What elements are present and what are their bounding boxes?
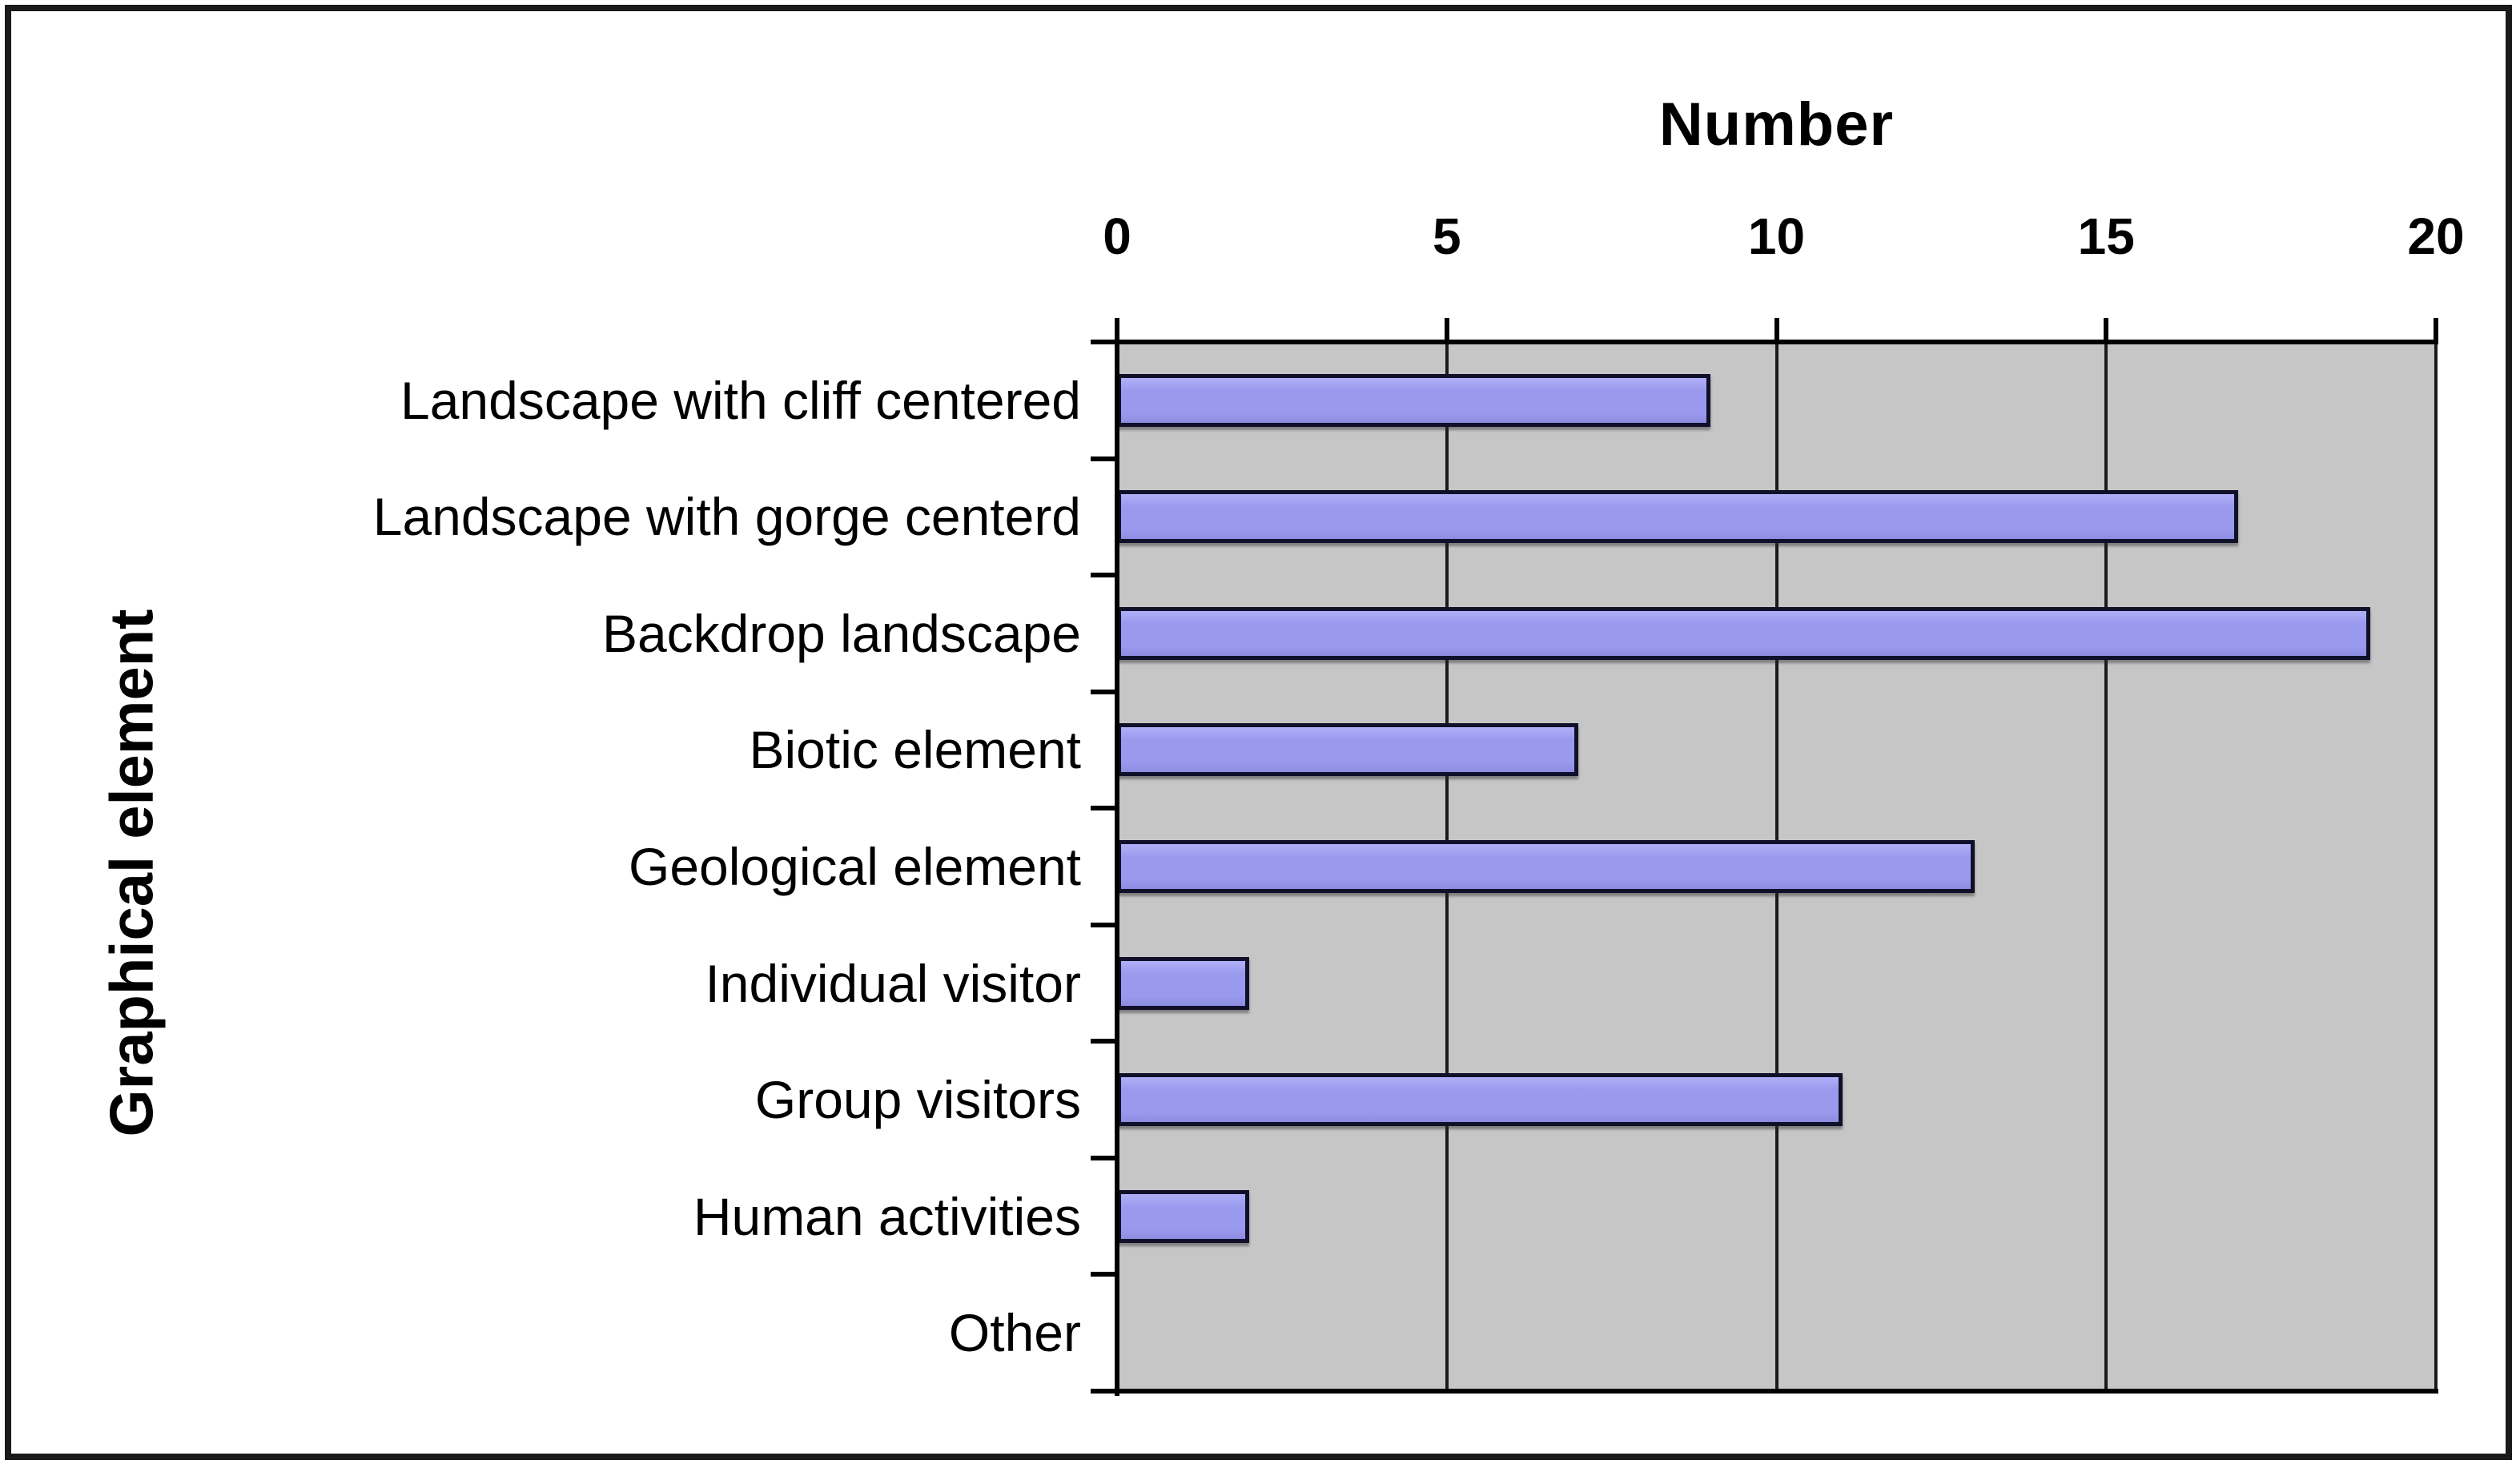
x-tick-mark (2434, 318, 2438, 342)
y-tick-mark (1091, 806, 1117, 811)
category-label: Biotic element (749, 720, 1081, 780)
bar (1117, 1073, 1843, 1127)
y-axis-line (1115, 318, 1119, 1396)
category-label: Individual visitor (705, 953, 1081, 1013)
x-tick-label: 20 (2407, 207, 2465, 265)
y-tick-mark (1091, 689, 1117, 694)
y-tick-mark (1091, 1389, 1117, 1394)
x-tick-mark (1115, 318, 1119, 342)
category-label: Group visitors (754, 1070, 1081, 1130)
x-tick-label: 10 (1747, 207, 1806, 265)
gridline (2434, 342, 2438, 1391)
x-tick-mark (1774, 318, 1779, 342)
category-label: Landscape with gorge centerd (372, 487, 1081, 547)
bar (1117, 490, 2238, 544)
bar (1117, 1189, 1249, 1243)
x-tick-label: 5 (1432, 207, 1461, 265)
x-tick-label: 0 (1103, 207, 1131, 265)
bar (1117, 840, 1975, 893)
category-label: Other (948, 1303, 1081, 1363)
bar (1117, 606, 2370, 660)
plot-bottom-line (1115, 1389, 2438, 1394)
category-label: Backdrop landscape (601, 603, 1081, 663)
y-tick-mark (1091, 922, 1117, 927)
plot-top-line (1115, 340, 2438, 344)
y-tick-mark (1091, 573, 1117, 578)
bar (1117, 373, 1711, 427)
category-label: Geological element (629, 836, 1081, 896)
x-tick-mark (1444, 318, 1449, 342)
category-label: Human activities (693, 1186, 1081, 1246)
figure-border (5, 5, 2512, 1460)
bar (1117, 956, 1249, 1010)
category-label: Landscape with cliff centered (400, 370, 1081, 430)
gridline (2104, 342, 2108, 1391)
x-axis-title: Number (1658, 90, 1895, 159)
x-tick-mark (2104, 318, 2109, 342)
y-tick-mark (1091, 1039, 1117, 1044)
x-tick-label: 15 (2077, 207, 2135, 265)
y-tick-mark (1091, 456, 1117, 461)
bar (1117, 723, 1579, 777)
y-tick-mark (1091, 1155, 1117, 1160)
y-tick-mark (1091, 1272, 1117, 1277)
y-tick-mark (1091, 340, 1117, 344)
